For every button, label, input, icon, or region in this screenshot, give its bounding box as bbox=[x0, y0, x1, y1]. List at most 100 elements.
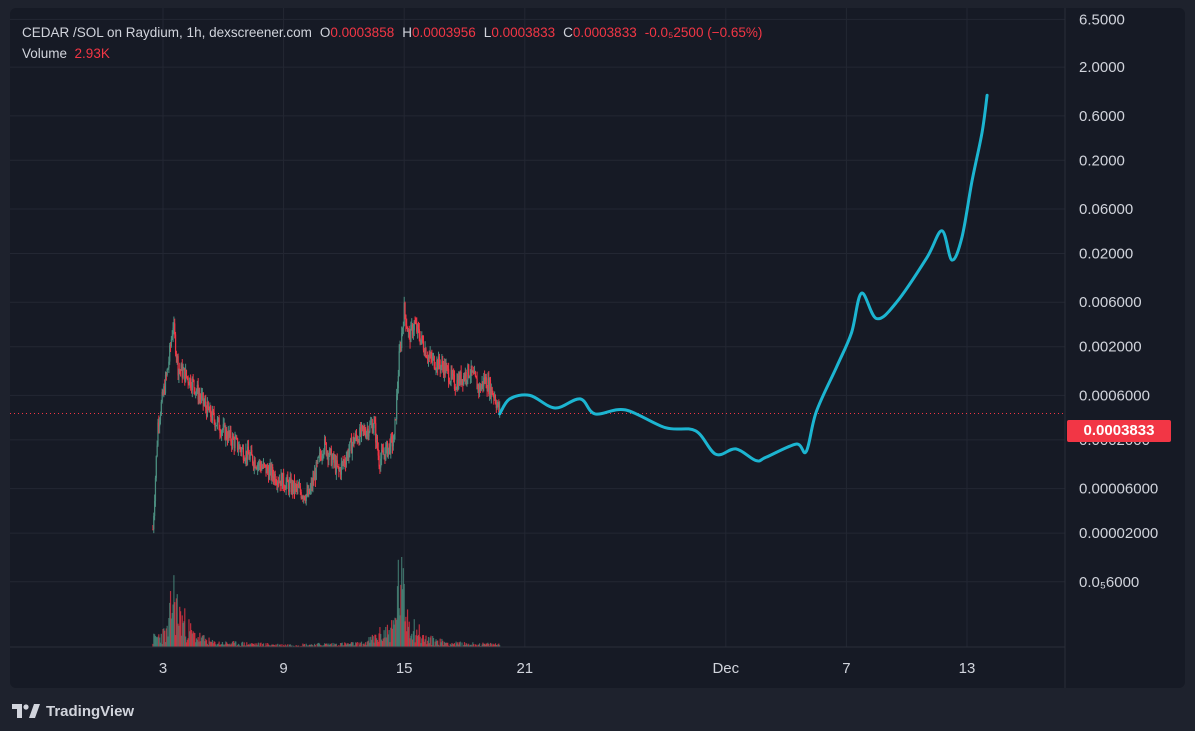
volume-bar bbox=[478, 643, 481, 647]
candle-body bbox=[466, 380, 468, 382]
volume-bar bbox=[467, 645, 469, 647]
volume-bar bbox=[210, 641, 212, 647]
candle-body bbox=[161, 391, 163, 402]
volume-bar bbox=[406, 609, 409, 647]
volume-bar bbox=[172, 604, 174, 647]
candle-body bbox=[193, 380, 195, 388]
candle-body bbox=[233, 439, 235, 449]
candle-body bbox=[439, 364, 441, 371]
candle-body bbox=[415, 323, 417, 325]
volume-bar bbox=[458, 644, 460, 647]
candle-body bbox=[397, 375, 399, 389]
candle-body bbox=[461, 379, 463, 384]
candle-body bbox=[432, 356, 435, 358]
volume-bar bbox=[475, 644, 477, 647]
volume-bar bbox=[160, 633, 162, 647]
candle-body bbox=[274, 473, 276, 483]
candle-body bbox=[162, 391, 164, 395]
candle-body bbox=[338, 466, 340, 471]
volume-bar bbox=[261, 645, 263, 647]
candle-body bbox=[441, 361, 443, 366]
candle-body bbox=[174, 334, 177, 354]
volume-bar bbox=[221, 644, 223, 647]
volume-bar bbox=[247, 644, 250, 647]
candle-body bbox=[255, 467, 257, 469]
candle-body bbox=[153, 515, 155, 530]
candle-body bbox=[400, 346, 402, 349]
candle-body bbox=[181, 364, 183, 378]
volume-bar bbox=[323, 644, 325, 647]
volume-bar bbox=[390, 627, 392, 647]
candle-body bbox=[336, 460, 338, 467]
volume-bar bbox=[344, 643, 347, 647]
candle-body bbox=[405, 314, 407, 326]
candle-body bbox=[350, 439, 352, 442]
volume-bar bbox=[174, 602, 176, 647]
candle-body bbox=[329, 448, 332, 450]
price-chart[interactable]: 6.5000 2.0000 0.6000 0.2000 0.06000 0.02000 0.… bbox=[10, 8, 1185, 688]
volume-bar bbox=[429, 637, 431, 647]
candle-body bbox=[252, 463, 255, 468]
chart-panel[interactable]: 6.5000 2.0000 0.6000 0.2000 0.06000 0.02000 0.… bbox=[10, 8, 1185, 688]
volume-bar bbox=[266, 645, 268, 647]
candle-body bbox=[260, 465, 262, 470]
candle-body bbox=[235, 437, 237, 439]
volume-bar bbox=[486, 643, 488, 647]
candle-body bbox=[432, 356, 434, 361]
candle-body bbox=[263, 463, 265, 465]
time-axis[interactable]: 3 9 15 21 Dec 7 13 bbox=[159, 660, 976, 677]
candle-body bbox=[471, 365, 473, 373]
volume-bar bbox=[428, 643, 430, 647]
candle-body bbox=[365, 433, 367, 437]
time-axis-tick-label: 9 bbox=[279, 660, 287, 677]
candle-body bbox=[323, 450, 325, 456]
volume-bar bbox=[170, 618, 172, 647]
candle-body bbox=[464, 372, 466, 380]
candle-body bbox=[176, 356, 178, 358]
candle-body bbox=[172, 327, 174, 336]
candle-body bbox=[250, 450, 252, 455]
brand-name: TradingView bbox=[46, 702, 135, 720]
candle-body bbox=[476, 378, 478, 390]
candle-body bbox=[406, 325, 408, 328]
volume-bar bbox=[246, 642, 248, 647]
volume-bar bbox=[470, 644, 472, 647]
volume-bar bbox=[161, 644, 163, 647]
volume-bar bbox=[497, 644, 499, 647]
volume-bar bbox=[228, 644, 230, 647]
volume-bar bbox=[216, 645, 218, 647]
candle-body bbox=[189, 378, 191, 386]
ohlc-legend: CEDAR /SOL on Raydium, 1h, dexscreener.c… bbox=[22, 25, 762, 40]
volume-bar bbox=[373, 642, 375, 647]
candle-body bbox=[355, 434, 357, 440]
tradingview-brand[interactable]: TradingView bbox=[12, 700, 134, 722]
volume-bar bbox=[320, 645, 322, 647]
candle-body bbox=[444, 362, 446, 373]
candle-body bbox=[296, 485, 298, 489]
volume-bar bbox=[227, 644, 229, 647]
volume-bar bbox=[285, 645, 287, 647]
candle-body bbox=[303, 496, 305, 499]
volume-bar bbox=[484, 643, 486, 647]
candle-body bbox=[227, 431, 229, 441]
price-axis[interactable]: 6.5000 2.0000 0.6000 0.2000 0.06000 0.02000 0.… bbox=[1079, 11, 1158, 590]
candle-body bbox=[219, 430, 221, 433]
volume-bar bbox=[189, 631, 191, 647]
volume-bar bbox=[418, 624, 420, 647]
volume-bar bbox=[156, 637, 158, 647]
candle-body bbox=[312, 477, 314, 487]
candle-body bbox=[179, 369, 181, 371]
candle-body bbox=[382, 450, 384, 455]
symbol-label[interactable]: CEDAR /SOL on Raydium, 1h, dexscreener.c… bbox=[22, 25, 312, 40]
volume-bar bbox=[452, 643, 454, 647]
volume-label[interactable]: Volume bbox=[22, 46, 68, 61]
volume-bar bbox=[434, 641, 436, 647]
close-value: 0.0003833 bbox=[572, 25, 637, 40]
volume-bar bbox=[185, 642, 188, 647]
candle-body bbox=[473, 372, 476, 374]
volume-bar bbox=[297, 645, 299, 647]
volume-bar bbox=[393, 624, 395, 647]
candle-body bbox=[421, 335, 423, 340]
volume-bar bbox=[214, 641, 216, 647]
candle-body bbox=[362, 426, 364, 430]
